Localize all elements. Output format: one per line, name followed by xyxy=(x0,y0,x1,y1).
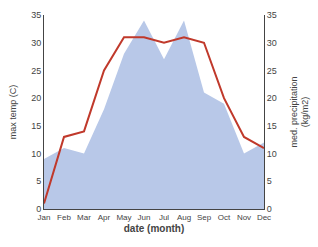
svg-text:May: May xyxy=(116,213,131,222)
svg-text:5: 5 xyxy=(267,176,272,186)
svg-text:25: 25 xyxy=(267,66,277,76)
svg-text:Aug: Aug xyxy=(177,213,191,222)
svg-text:Apr: Apr xyxy=(98,213,111,222)
svg-text:20: 20 xyxy=(267,93,277,103)
svg-text:Jun: Jun xyxy=(138,213,151,222)
svg-text:date (month): date (month) xyxy=(124,223,185,234)
svg-text:35: 35 xyxy=(267,10,277,20)
svg-text:med. precipitation(kg/m2): med. precipitation(kg/m2) xyxy=(289,76,311,147)
svg-text:Nov: Nov xyxy=(237,213,251,222)
svg-text:20: 20 xyxy=(31,93,41,103)
svg-text:Dec: Dec xyxy=(257,213,271,222)
svg-text:Feb: Feb xyxy=(57,213,71,222)
svg-text:10: 10 xyxy=(267,149,277,159)
svg-text:max temp (C): max temp (C) xyxy=(8,85,18,140)
svg-text:Oct: Oct xyxy=(218,213,231,222)
svg-text:25: 25 xyxy=(31,66,41,76)
svg-text:Jan: Jan xyxy=(38,213,51,222)
svg-text:0: 0 xyxy=(36,204,41,214)
svg-text:15: 15 xyxy=(31,121,41,131)
svg-text:Jul: Jul xyxy=(159,213,169,222)
svg-text:30: 30 xyxy=(267,38,277,48)
svg-text:Mar: Mar xyxy=(77,213,91,222)
svg-text:Sep: Sep xyxy=(197,213,212,222)
svg-text:10: 10 xyxy=(31,149,41,159)
svg-text:35: 35 xyxy=(31,10,41,20)
svg-text:15: 15 xyxy=(267,121,277,131)
svg-text:0: 0 xyxy=(267,204,272,214)
svg-text:30: 30 xyxy=(31,38,41,48)
svg-text:5: 5 xyxy=(36,176,41,186)
